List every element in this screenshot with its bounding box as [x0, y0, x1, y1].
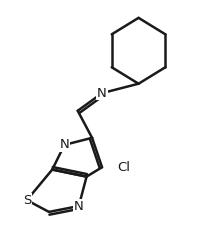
Text: S: S — [23, 194, 31, 207]
Text: N: N — [60, 138, 69, 151]
Text: N: N — [74, 199, 84, 213]
Text: N: N — [97, 87, 107, 100]
Text: Cl: Cl — [118, 161, 131, 174]
